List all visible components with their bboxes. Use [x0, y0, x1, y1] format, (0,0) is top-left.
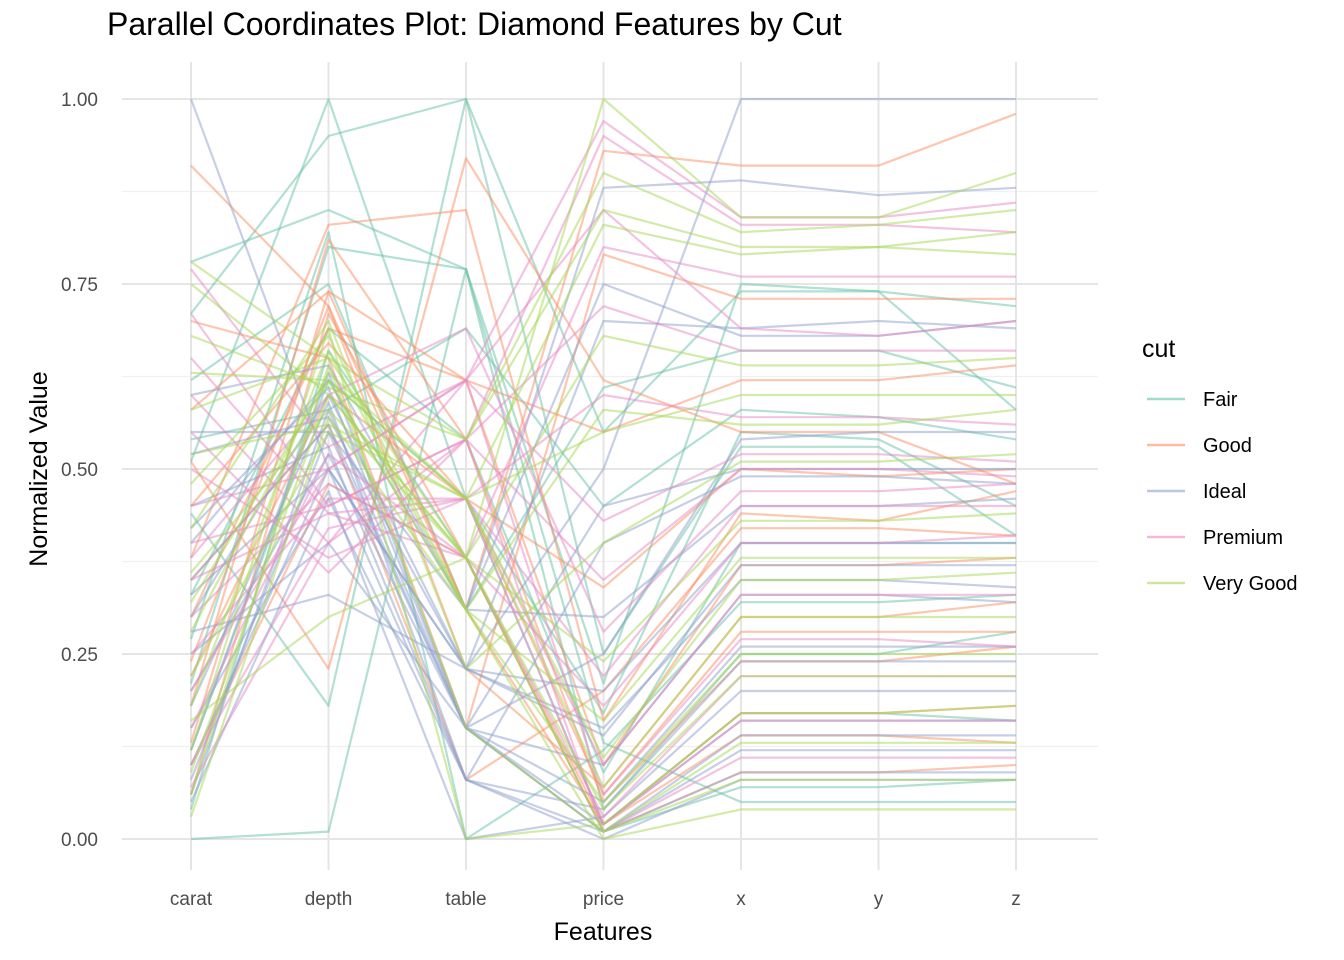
- series-line: [189, 327, 1017, 841]
- y-tick-label: 0.00: [61, 830, 98, 851]
- y-tick-label: 0.75: [61, 275, 98, 296]
- series-line: [190, 438, 1017, 582]
- series-line: [190, 379, 1016, 722]
- series-line: [189, 416, 1016, 841]
- legend-item-very-good: Very Good: [1147, 573, 1298, 595]
- x-tick-label-depth: depth: [305, 889, 353, 910]
- y-tick-label: 0.25: [61, 645, 98, 666]
- series-line: [190, 497, 1016, 767]
- x-tick-label-y: y: [874, 889, 884, 910]
- chart-title: Parallel Coordinates Plot: Diamond Featu…: [107, 6, 842, 42]
- series-line: [190, 208, 1017, 441]
- legend-label: Ideal: [1203, 481, 1246, 503]
- x-tick-label-price: price: [583, 889, 624, 910]
- series-line: [189, 364, 1016, 833]
- series-line: [189, 97, 1017, 715]
- series-line: [190, 334, 1017, 611]
- labels-layer: 0.00 0.25 0.50 0.75 1.00 carat depth table price…: [61, 90, 1021, 910]
- x-tick-label-carat: carat: [170, 889, 213, 910]
- legend: cut Fair Good Ideal Premium Very Good: [1142, 335, 1298, 595]
- legend-title: cut: [1142, 335, 1175, 363]
- legend-item-ideal: Ideal: [1147, 481, 1246, 503]
- series-line: [190, 408, 1017, 663]
- legend-label: Premium: [1203, 527, 1283, 549]
- y-axis-title: Normalized Value: [25, 371, 53, 566]
- series-line: [190, 556, 1016, 811]
- y-tick-label: 0.50: [61, 460, 98, 481]
- series-line: [189, 349, 1016, 804]
- series-line: [190, 305, 1016, 574]
- series-line: [190, 482, 1017, 707]
- series-line: [190, 393, 1017, 559]
- series-line: [190, 371, 1017, 759]
- lines-layer: [189, 97, 1017, 841]
- x-tick-label-z: z: [1011, 889, 1021, 910]
- x-tick-label-table: table: [445, 889, 486, 910]
- legend-label: Good: [1203, 435, 1252, 457]
- legend-item-good: Good: [1147, 435, 1252, 457]
- series-line: [190, 379, 1017, 522]
- legend-items: Fair Good Ideal Premium Very Good: [1147, 389, 1298, 595]
- series-line: [190, 208, 1017, 685]
- legend-label: Very Good: [1203, 573, 1298, 595]
- x-axis-title: Features: [554, 918, 653, 946]
- series-line: [190, 334, 1017, 559]
- series-line: [189, 231, 1017, 841]
- legend-label: Fair: [1203, 389, 1238, 411]
- series-line: [190, 319, 1017, 670]
- series-very-good: [189, 97, 1017, 841]
- legend-item-fair: Fair: [1147, 389, 1238, 411]
- series-line: [190, 245, 1016, 559]
- y-tick-label: 1.00: [61, 90, 98, 111]
- x-tick-label-x: x: [736, 889, 746, 910]
- series-line: [190, 268, 1016, 841]
- legend-item-premium: Premium: [1147, 527, 1283, 549]
- series-line: [190, 393, 1016, 500]
- series-line: [190, 430, 1016, 789]
